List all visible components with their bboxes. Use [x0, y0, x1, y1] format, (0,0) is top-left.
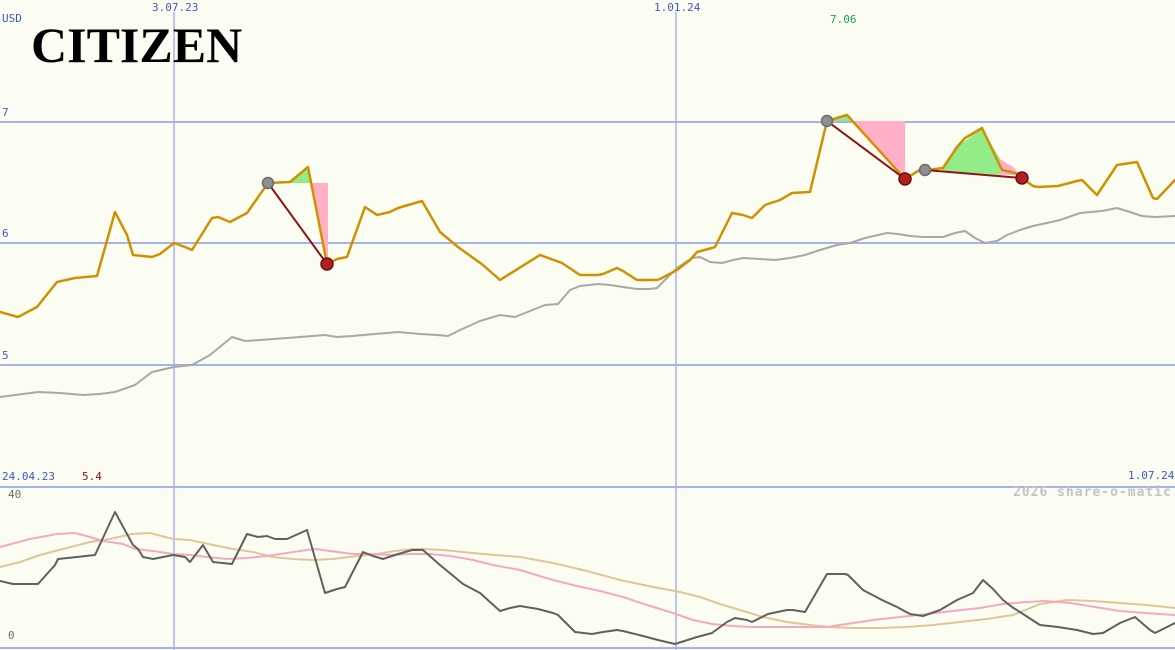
x-axis-tick-jan24: 1.01.24 — [654, 1, 701, 14]
x-axis-tick-jul23: 3.07.23 — [152, 1, 199, 14]
trade-exit-marker — [898, 172, 912, 186]
indicator-tan-line — [0, 532, 1175, 629]
trade-exit-marker — [320, 257, 334, 271]
min-price-label: 5.4 — [82, 470, 102, 483]
trade-entry-marker — [261, 176, 275, 190]
trade-trend-line — [267, 182, 328, 265]
indicator-pink-line — [0, 532, 1175, 628]
indicator-dark-line — [0, 511, 1175, 645]
start-date-label: 24.04.23 — [2, 470, 55, 483]
y-axis-tick-5: 5 — [2, 349, 9, 362]
max-price-label: 7.06 — [830, 13, 857, 26]
watermark: 2026 share-o-matic.com — [1013, 485, 1175, 500]
benchmark-line — [0, 207, 1175, 398]
indicator-bottom-label: 0 — [8, 629, 15, 642]
trade-trend-line — [826, 120, 906, 180]
trade-exit-marker — [1015, 171, 1029, 185]
currency-label: USD — [2, 12, 22, 25]
y-axis-tick-6: 6 — [2, 227, 9, 240]
trade-entry-marker — [820, 114, 834, 128]
trade-trend-line — [924, 169, 1023, 179]
trade-entry-marker — [918, 163, 932, 177]
indicator-top-label: 40 — [8, 488, 22, 501]
green-signal-fill — [941, 128, 1000, 175]
end-date-label: 1.07.24 — [1128, 469, 1175, 482]
y-axis-tick-7: 7 — [2, 106, 9, 119]
instrument-title: CITIZEN — [31, 17, 243, 73]
price-line — [0, 113, 1175, 319]
